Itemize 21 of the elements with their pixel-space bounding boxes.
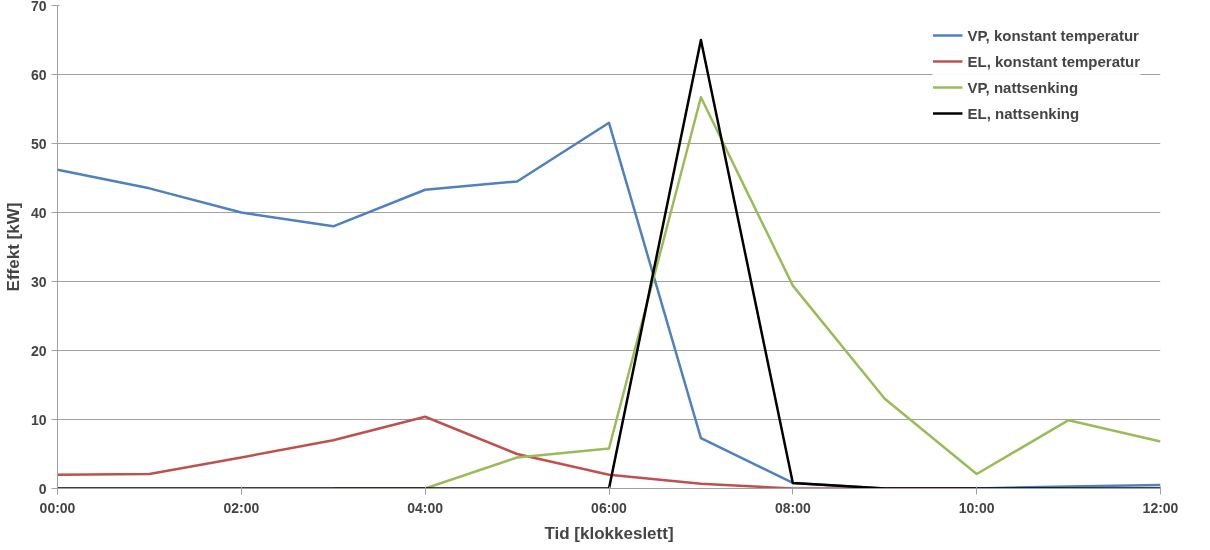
y-tick-label: 0 — [38, 480, 47, 497]
y-tick-label: 10 — [30, 411, 47, 428]
x-tick-label: 08:00 — [774, 499, 811, 516]
x-tick-label: 06:00 — [591, 499, 628, 516]
y-tick-label: 60 — [30, 66, 47, 83]
legend-label: EL, nattsenking — [967, 104, 1080, 122]
y-tick-label: 40 — [30, 204, 47, 221]
x-tick-label: 10:00 — [958, 499, 995, 516]
y-tick-label: 70 — [30, 0, 47, 14]
x-tick-label: 04:00 — [407, 499, 444, 516]
y-axis-title: Effekt [kW] — [3, 202, 23, 292]
x-tick-label: 02:00 — [223, 499, 260, 516]
legend-label: VP, konstant temperatur — [967, 26, 1139, 44]
x-tick-label: 00:00 — [39, 499, 76, 516]
y-tick-label: 20 — [30, 342, 47, 359]
legend-label: EL, konstant temperatur — [967, 52, 1140, 70]
legend-label: VP, nattsenking — [967, 78, 1079, 96]
x-tick-label: 12:00 — [1142, 499, 1179, 516]
y-tick-label: 30 — [30, 273, 47, 290]
y-tick-label: 50 — [30, 135, 47, 152]
x-axis-title: Tid [klokkeslett] — [544, 523, 674, 543]
